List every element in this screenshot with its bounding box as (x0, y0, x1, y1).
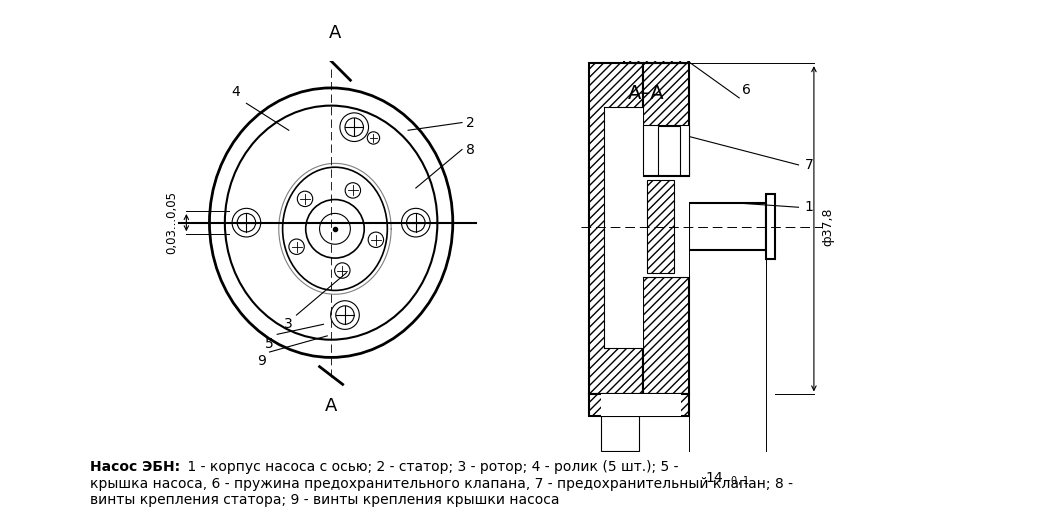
Bar (600, 416, 639, 451)
Bar (589, 394, 689, 416)
Bar (628, 45, 685, 60)
Bar (643, 276, 689, 394)
Text: А–А: А–А (628, 84, 664, 103)
Bar (643, 64, 689, 175)
Bar (647, 180, 673, 273)
Text: винты крепления статора; 9 - винты крепления крышки насоса: винты крепления статора; 9 - винты крепл… (90, 493, 559, 507)
Bar (659, 126, 680, 175)
Bar (766, 194, 776, 259)
Text: 2: 2 (466, 115, 475, 130)
Text: 9: 9 (257, 354, 265, 368)
Text: 1: 1 (804, 200, 814, 214)
Text: 5: 5 (264, 337, 274, 351)
Text: 7: 7 (804, 158, 814, 172)
Text: А: А (329, 24, 341, 42)
Bar (605, 107, 643, 348)
Bar (643, 125, 689, 175)
Text: 8: 8 (466, 143, 475, 156)
Text: А: А (324, 397, 337, 416)
Bar (624, 42, 689, 64)
Text: ф37,8: ф37,8 (821, 207, 835, 246)
Text: 1 - корпус насоса с осью; 2 - статор; 3 - ротор; 4 - ролик (5 шт.); 5 -: 1 - корпус насоса с осью; 2 - статор; 3 … (183, 460, 679, 474)
Text: Насос ЭБН:: Насос ЭБН: (90, 460, 180, 474)
Bar (600, 394, 682, 416)
Text: $14_{-0,1}$: $14_{-0,1}$ (705, 470, 749, 487)
Bar (589, 64, 643, 394)
Bar (643, 176, 689, 276)
Text: 0,03...0,05: 0,03...0,05 (166, 191, 179, 254)
Text: 4: 4 (231, 85, 240, 100)
Text: крышка насоса, 6 - пружина предохранительного клапана, 7 - предохранительный кла: крышка насоса, 6 - пружина предохранител… (90, 477, 793, 491)
Text: 6: 6 (742, 83, 752, 97)
Text: 3: 3 (284, 316, 293, 331)
Bar (689, 203, 766, 249)
